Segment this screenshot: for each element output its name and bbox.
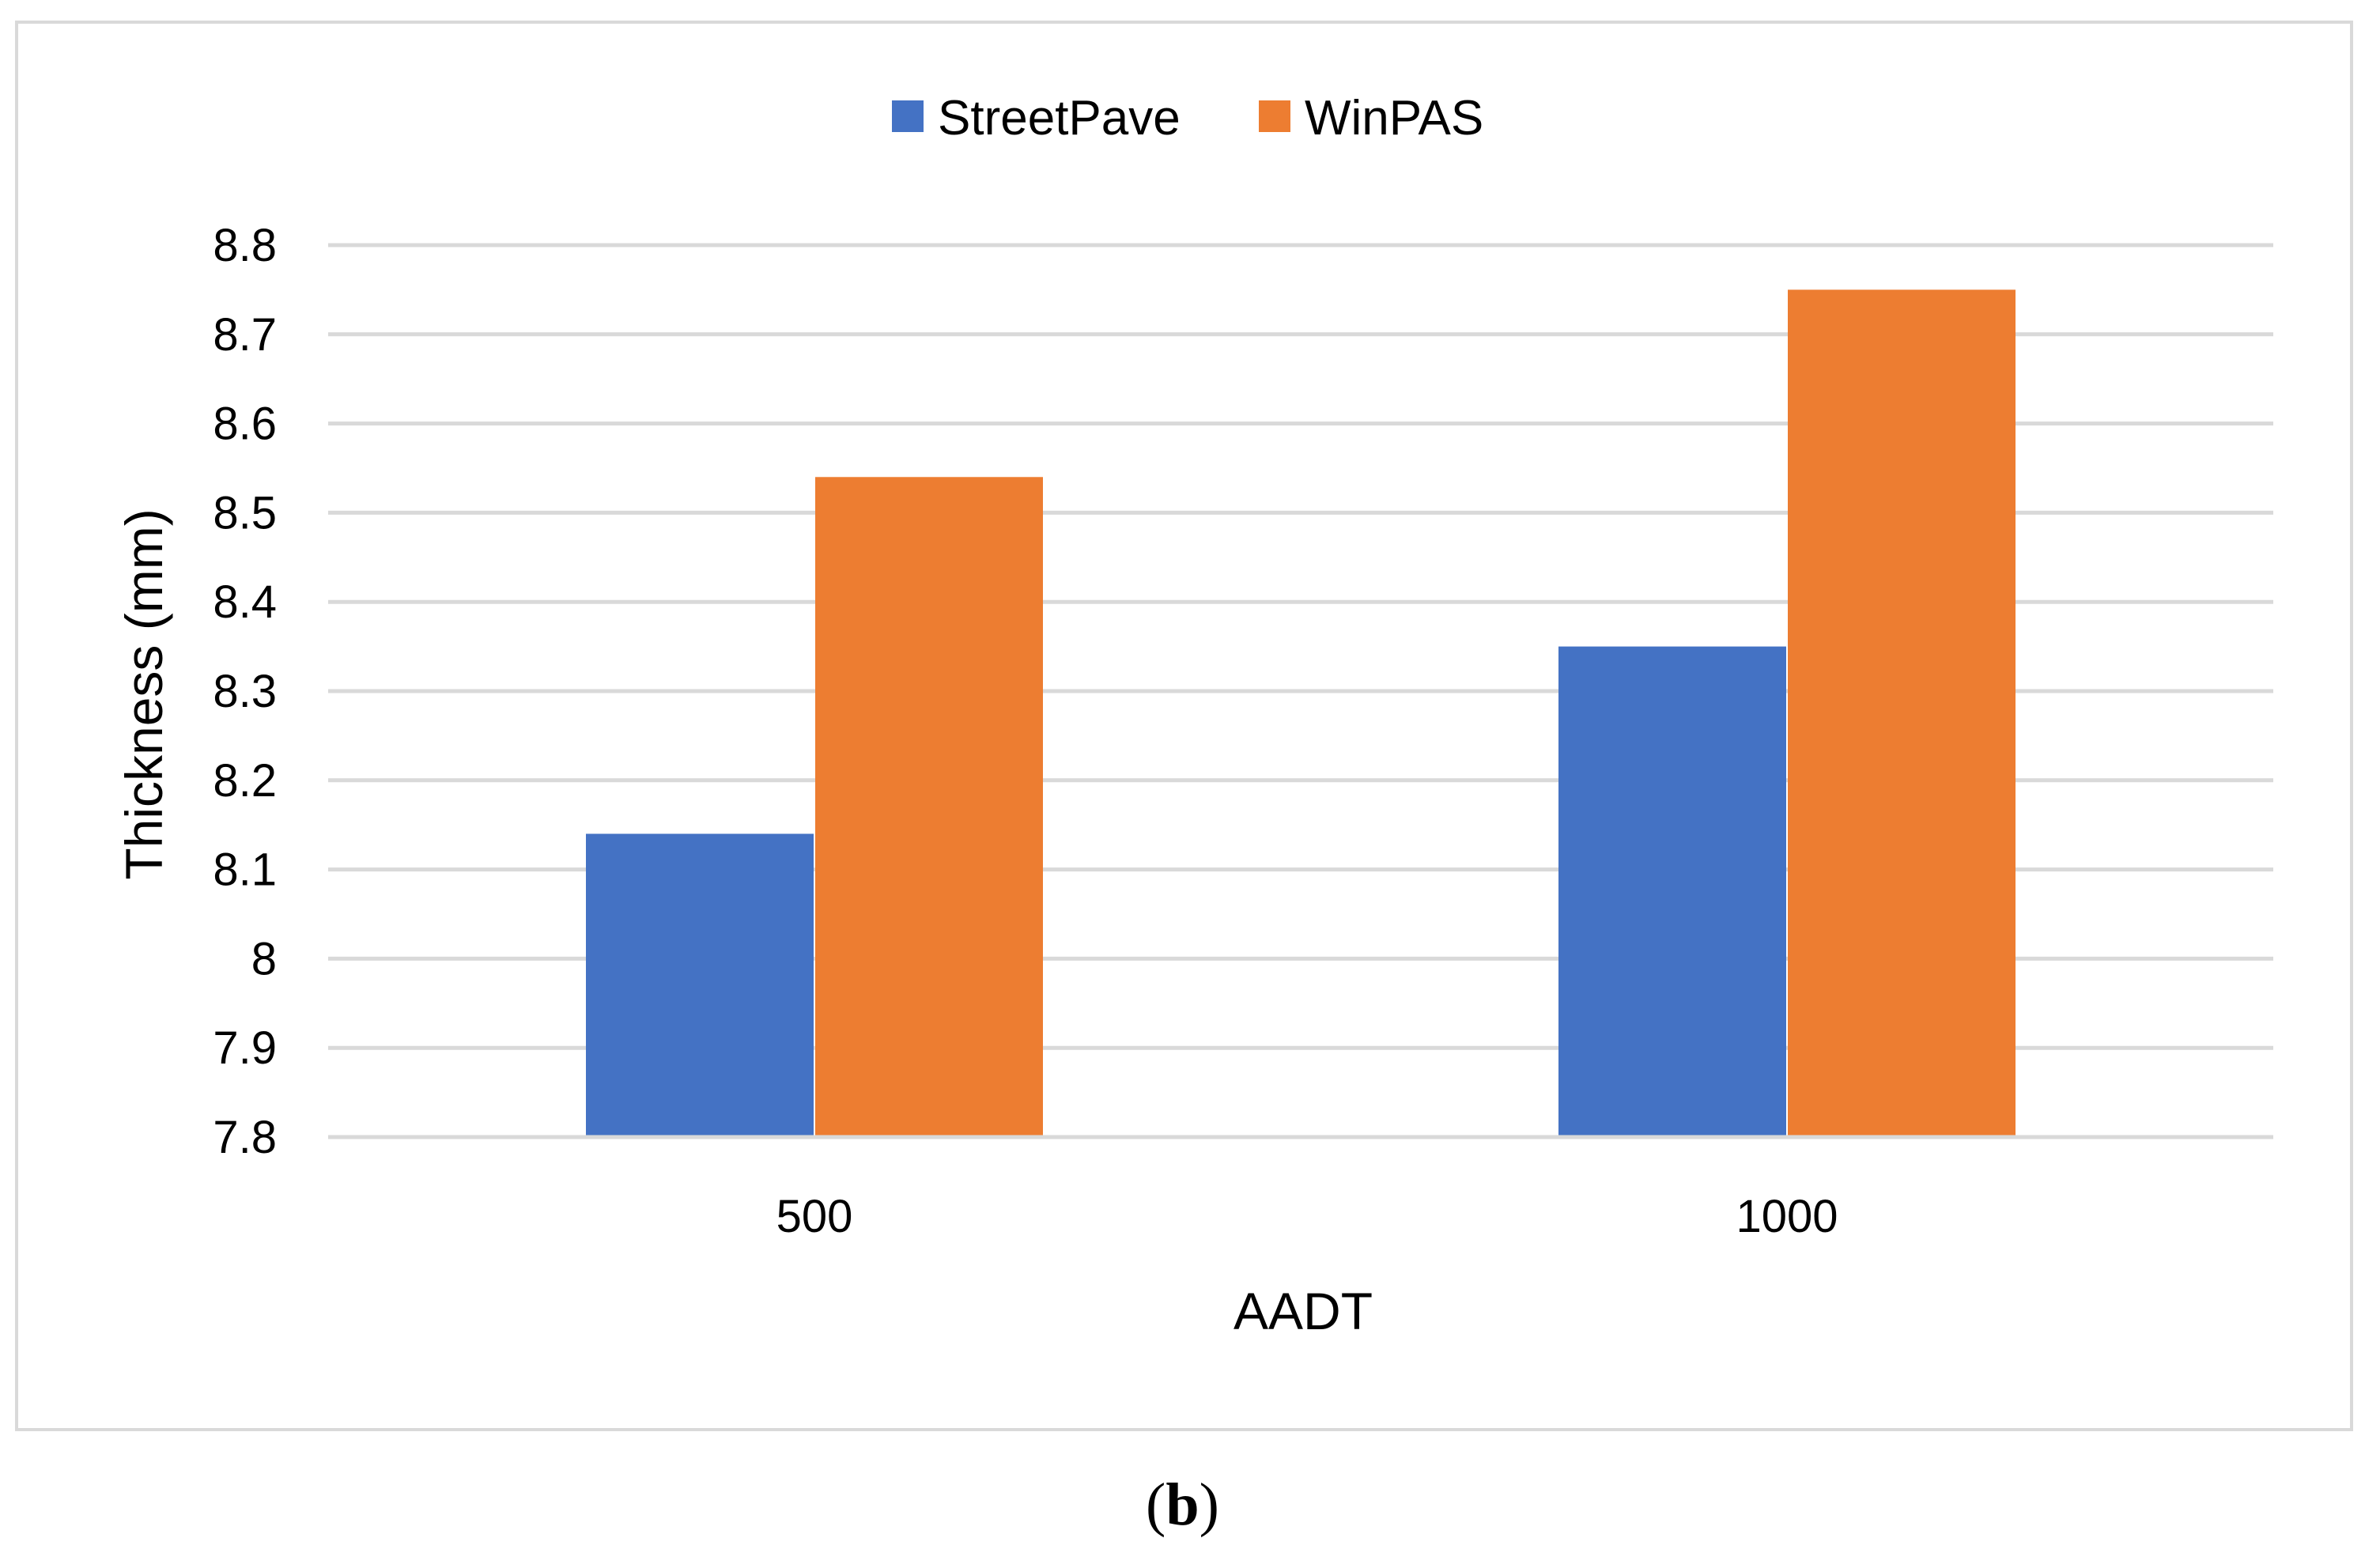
legend-label-winpas: WinPAS bbox=[1305, 91, 1483, 145]
x-tick-label: 500 bbox=[776, 1191, 853, 1242]
y-tick-label: 8.2 bbox=[213, 755, 277, 807]
caption-close: ) bbox=[1199, 1472, 1219, 1538]
bar-winpas-1000 bbox=[1788, 289, 2016, 1137]
bar-winpas-500 bbox=[815, 477, 1043, 1137]
y-tick-label: 8.4 bbox=[213, 576, 277, 628]
legend: StreetPave WinPAS bbox=[892, 91, 1483, 145]
y-tick-label: 8 bbox=[251, 933, 277, 984]
y-tick-label: 8.3 bbox=[213, 666, 277, 717]
y-tick-label: 8.7 bbox=[213, 309, 277, 361]
y-tick-label: 7.8 bbox=[213, 1112, 277, 1163]
bar-streetpave-1000 bbox=[1558, 646, 1786, 1137]
y-axis-title: Thickness (mm) bbox=[115, 508, 173, 879]
y-tick-label: 8.1 bbox=[213, 844, 277, 896]
caption-open: ( bbox=[1146, 1472, 1166, 1538]
y-tick-label: 8.5 bbox=[213, 487, 277, 538]
y-tick-label: 8.6 bbox=[213, 399, 277, 450]
figure-caption: (b) bbox=[0, 1471, 2365, 1540]
x-tick-labels: 500 1000 bbox=[776, 1191, 1838, 1242]
y-tick-label: 7.9 bbox=[213, 1022, 277, 1074]
y-tick-label: 8.8 bbox=[213, 220, 277, 271]
legend-label-streetpave: StreetPave bbox=[938, 91, 1181, 145]
y-tick-labels: 7.8 7.9 8 8.1 8.2 8.3 8.4 8.5 8.6 8.7 8.8 bbox=[213, 220, 277, 1163]
bars bbox=[328, 289, 2273, 1139]
bar-streetpave-500 bbox=[586, 833, 814, 1137]
x-axis-title: AADT bbox=[1234, 1282, 1373, 1340]
legend-swatch-streetpave bbox=[892, 100, 924, 132]
caption-letter: b bbox=[1165, 1472, 1200, 1538]
x-tick-label: 1000 bbox=[1736, 1191, 1838, 1242]
legend-swatch-winpas bbox=[1259, 100, 1290, 132]
